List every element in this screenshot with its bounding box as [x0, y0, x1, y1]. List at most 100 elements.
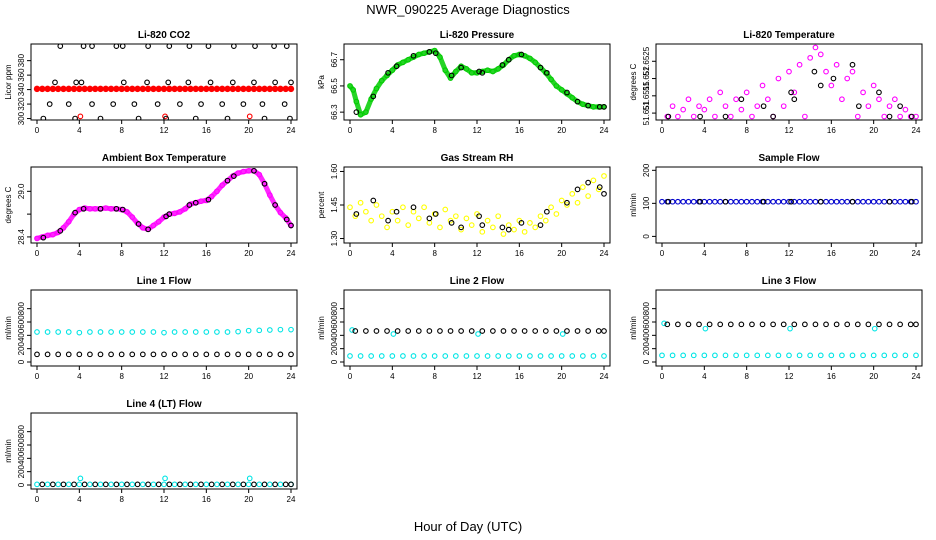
data-point [363, 328, 369, 334]
data-point [579, 353, 586, 359]
data-point [865, 198, 872, 205]
data-point [87, 205, 93, 212]
data-point [585, 102, 591, 109]
data-point [860, 352, 866, 359]
data-point [553, 83, 560, 89]
y-tick-label: 400 [330, 328, 339, 342]
plot-frame [343, 166, 611, 244]
data-point [129, 351, 136, 358]
data-point [759, 82, 766, 89]
data-point [685, 198, 692, 205]
data-point [214, 188, 220, 195]
x-tick-label: 0 [35, 495, 40, 504]
data-point [261, 85, 268, 93]
plot-frame [655, 166, 923, 244]
data-point [448, 72, 455, 79]
data-point [86, 85, 94, 93]
y-tick-label: 800 [642, 301, 651, 315]
data-point [876, 321, 882, 328]
data-point [897, 198, 903, 205]
y-tick-label: 51.651 [642, 100, 651, 125]
data-point [759, 321, 766, 328]
y-axis-label: degrees C [4, 186, 13, 223]
data-point [542, 217, 549, 224]
data-point [775, 352, 782, 359]
data-point [659, 198, 665, 205]
x-tick-label: 12 [785, 372, 794, 381]
series-0 [33, 85, 295, 93]
data-point [150, 85, 157, 93]
x-tick-label: 8 [432, 372, 437, 381]
data-point [97, 329, 104, 335]
chart-title: Line 3 Flow [762, 276, 817, 287]
data-point [76, 329, 83, 336]
data-point [240, 85, 247, 93]
data-point [198, 481, 204, 488]
data-point [452, 68, 459, 75]
data-point [855, 103, 862, 110]
x-tick-label: 12 [785, 126, 794, 135]
x-tick-label: 8 [119, 126, 124, 135]
data-point [102, 85, 109, 93]
data-point [802, 198, 808, 205]
data-point [828, 198, 835, 205]
data-point [288, 326, 294, 333]
data-point [373, 202, 380, 208]
data-point [205, 44, 212, 50]
data-point [118, 329, 125, 335]
data-point [661, 320, 667, 327]
x-tick-label: 24 [600, 249, 609, 258]
data-point [182, 329, 189, 335]
data-point [479, 328, 486, 334]
data-point [754, 352, 761, 359]
data-point [463, 215, 470, 222]
data-point [749, 321, 755, 328]
y-tick-label: 66.3 [330, 104, 339, 120]
data-point [261, 481, 268, 488]
data-point [224, 115, 231, 120]
data-point [57, 227, 64, 234]
series-1 [665, 61, 915, 120]
data-point [908, 113, 915, 120]
data-point [161, 481, 167, 488]
data-point [410, 208, 417, 215]
data-point [389, 67, 396, 74]
data-point [357, 199, 364, 206]
data-point [484, 217, 491, 224]
y-tick-label: 400 [642, 328, 651, 342]
data-point [812, 44, 819, 51]
data-point [240, 481, 247, 488]
data-point [548, 204, 554, 211]
y-tick-label: 360 [17, 68, 26, 82]
data-point [166, 211, 173, 217]
data-point [246, 475, 253, 482]
data-point [357, 111, 364, 118]
x-tick-label: 12 [473, 126, 482, 135]
data-point [393, 63, 400, 70]
data-point [542, 328, 549, 334]
x-tick-label: 12 [160, 126, 169, 135]
data-point [192, 85, 199, 93]
x-tick-label: 24 [912, 126, 921, 135]
chart-panel-5: Gas Stream RH 0 4 8 12 16 20 24 1.30 1.45 1.60 perc… [317, 153, 611, 258]
y-tick-label: 0 [330, 359, 339, 364]
data-point [665, 113, 672, 120]
data-point [44, 232, 51, 239]
data-point [231, 44, 237, 50]
data-point [849, 61, 856, 68]
x-tick-label: 8 [119, 372, 124, 381]
data-point [177, 101, 183, 107]
data-point [860, 198, 866, 205]
data-point [521, 228, 528, 235]
data-point [208, 193, 215, 200]
data-point [139, 329, 146, 335]
data-point [224, 481, 231, 488]
data-point [476, 213, 482, 220]
x-tick-label: 24 [912, 249, 921, 258]
chart-title: Gas Stream RH [441, 153, 514, 164]
x-tick-label: 16 [202, 372, 211, 381]
data-point [548, 353, 554, 359]
data-point [150, 329, 157, 335]
data-point [40, 115, 47, 120]
